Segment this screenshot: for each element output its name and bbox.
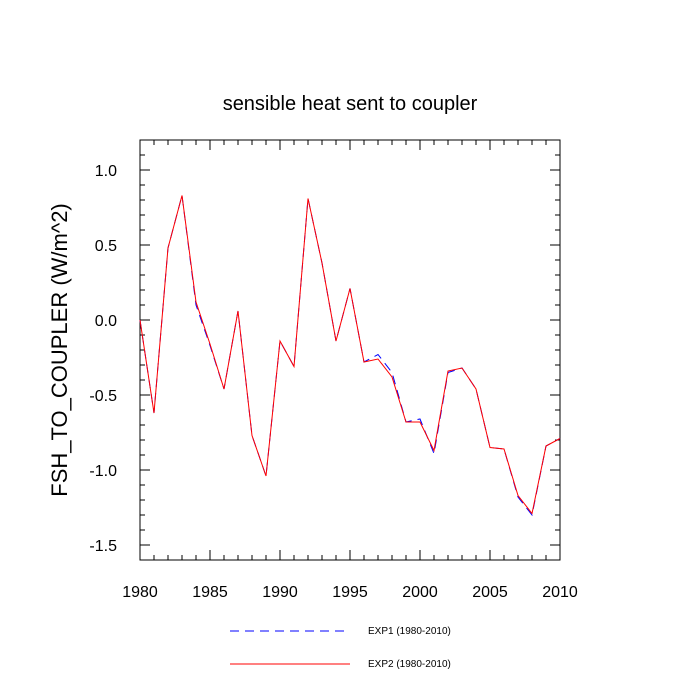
y-tick-label: -0.5 xyxy=(89,388,117,405)
series-lines xyxy=(139,195,561,517)
x-tick-label: 2000 xyxy=(402,584,438,601)
x-tick-label: 1985 xyxy=(192,584,228,601)
x-tick-label: 1990 xyxy=(262,584,298,601)
y-tick-label: -1.5 xyxy=(89,538,117,555)
series-line-1 xyxy=(139,195,561,517)
y-tick-label: 0.0 xyxy=(95,313,117,330)
y-tick-label: 1.0 xyxy=(95,163,117,180)
legend: EXP1 (1980-2010) EXP2 (1980-2010) xyxy=(230,626,451,670)
x-tick-label: 2005 xyxy=(472,584,508,601)
x-tick-label: 1980 xyxy=(122,584,158,601)
plot-frame xyxy=(139,139,561,561)
y-axis-label: FSH_TO_COUPLER (W/m^2) xyxy=(47,203,72,497)
x-tick-label: 1995 xyxy=(332,584,368,601)
series-line-2 xyxy=(139,195,561,515)
legend-label-2: EXP2 (1980-2010) xyxy=(368,659,451,670)
x-tick-label: 2010 xyxy=(542,584,578,601)
y-tick-label: -1.0 xyxy=(89,463,117,480)
y-tick-label: 0.5 xyxy=(95,238,117,255)
axis-ticks: 1980 1985 1990 1995 2000 2005 2010 -1.5 -1.0 -0.5… xyxy=(89,139,578,601)
chart-title: sensible heat sent to coupler xyxy=(223,93,478,115)
legend-label-1: EXP1 (1980-2010) xyxy=(368,626,451,637)
